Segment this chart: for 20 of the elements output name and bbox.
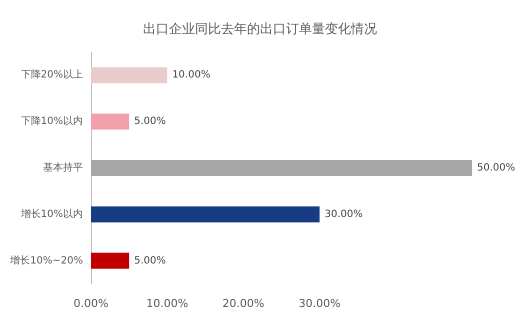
x-tick-label: 30.00% (298, 297, 341, 310)
data-label: 5.00% (134, 116, 166, 128)
x-tick-label: 20.00% (222, 297, 264, 310)
bar (91, 160, 472, 176)
data-label: 30.00% (324, 208, 363, 220)
data-label: 5.00% (134, 255, 166, 266)
y-tick-label: 下降10%以内 (20, 115, 83, 128)
chart-title: 出口企业同比去年的出口订单量变化情况 (143, 22, 377, 37)
bar (91, 252, 130, 269)
y-tick-label: 基本持平 (43, 162, 83, 174)
y-tick-label: 下降20%以上 (20, 68, 83, 81)
x-tick-label: 10.00% (146, 297, 188, 310)
bar (91, 114, 130, 130)
bar (91, 206, 320, 222)
y-tick-label: 增长10%以内 (20, 208, 83, 220)
data-label: 50.00% (477, 162, 516, 174)
x-tick-label: 0.00% (74, 297, 108, 310)
data-label: 10.00% (172, 70, 210, 81)
bar (91, 67, 168, 84)
y-tick-label: 增长10%~20% (9, 254, 83, 266)
